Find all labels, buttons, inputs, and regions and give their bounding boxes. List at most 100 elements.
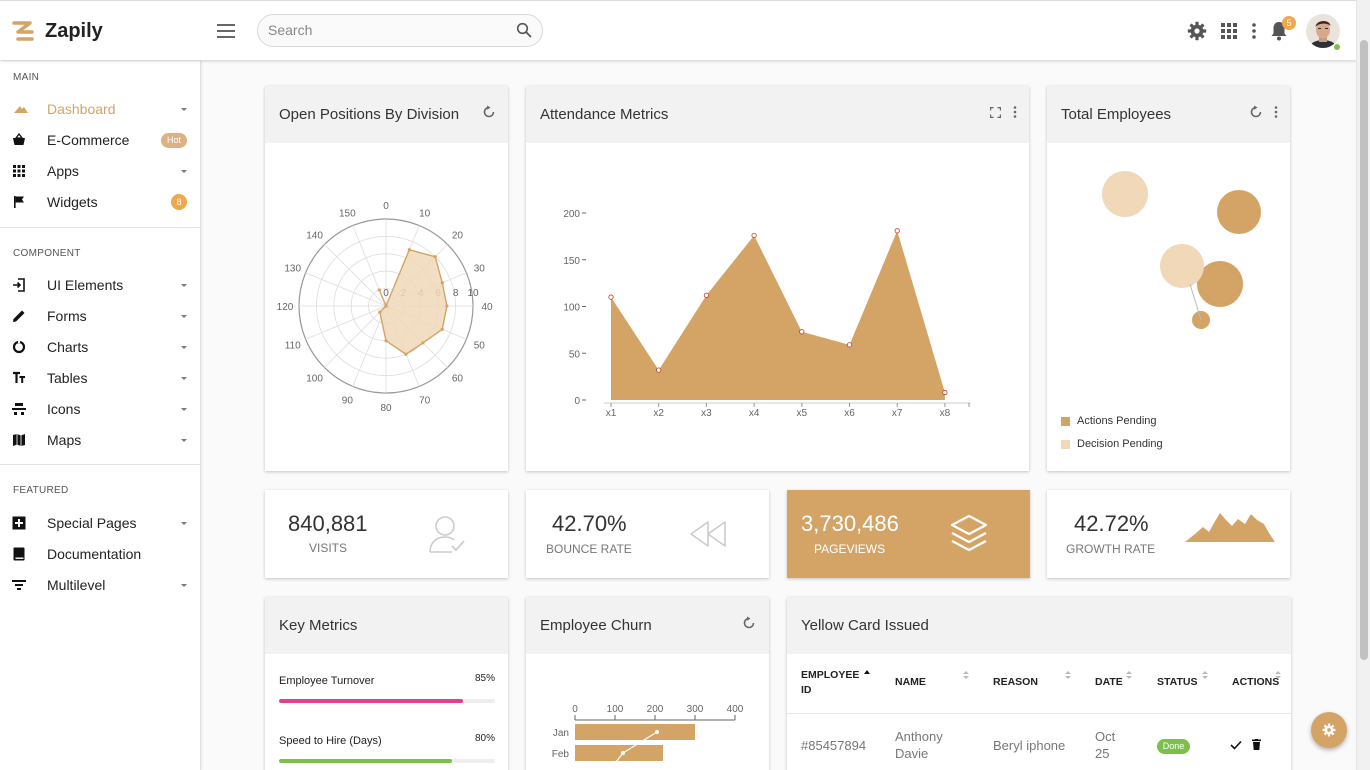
sort-icon[interactable]: [1126, 670, 1132, 680]
sidebar-item-label: Special Pages: [47, 515, 137, 531]
sidebar-item-multilevel[interactable]: Multilevel: [0, 570, 200, 600]
column-header-employee-id[interactable]: EMPLOYEE ID: [801, 669, 860, 696]
card-header: Key Metrics: [265, 597, 508, 654]
menu-toggle-icon[interactable]: [217, 24, 235, 38]
sidebar-item-label: Documentation: [47, 546, 142, 562]
donut-icon: [12, 340, 26, 354]
search-input[interactable]: [268, 22, 508, 38]
sidebar-item-tables[interactable]: Tables: [0, 363, 200, 393]
sort-icon[interactable]: [1275, 670, 1281, 680]
x-tick-label: x3: [701, 408, 712, 419]
stat-caption: GROWTH RATE: [1066, 542, 1156, 556]
radar-point: [445, 304, 449, 308]
scrollbar-thumb[interactable]: [1360, 40, 1368, 660]
sidebar-item-label: Apps: [47, 163, 79, 179]
stat-caption: VISITS: [309, 541, 348, 555]
progress-fill: [279, 759, 452, 763]
apps-grid-icon[interactable]: [1221, 23, 1237, 39]
stat-caption: BOUNCE RATE: [546, 542, 632, 556]
pencil-icon: [13, 310, 25, 322]
column-header-name[interactable]: NAME: [895, 676, 926, 688]
status-badge: Done: [1157, 739, 1190, 754]
sidebar-item-special-pages[interactable]: Special Pages: [0, 508, 200, 538]
progress-track: [279, 759, 495, 763]
page-scrollbar[interactable]: [1356, 0, 1370, 770]
sort-icon[interactable]: [963, 670, 969, 680]
refresh-icon[interactable]: [482, 105, 496, 119]
more-vertical-icon[interactable]: [1250, 23, 1258, 39]
fullscreen-icon[interactable]: [990, 107, 1001, 118]
sidebar-item-ui-elements[interactable]: UI Elements: [0, 270, 200, 300]
overlay-point: [621, 751, 625, 755]
refresh-icon[interactable]: [1249, 105, 1263, 119]
column-header-status[interactable]: STATUS: [1157, 676, 1198, 688]
sidebar-item-apps[interactable]: Apps: [0, 156, 200, 186]
theme-settings-button[interactable]: [1311, 712, 1347, 748]
triangle-icon: [14, 106, 28, 113]
attendance-metrics-card: Attendance Metrics 0 50 100 150 200 x1 x2 x3 x4 x…: [526, 86, 1029, 471]
sidebar-item-maps[interactable]: Maps: [0, 425, 200, 455]
rewind-icon: [690, 521, 726, 547]
card-title: Attendance Metrics: [540, 106, 669, 123]
sidebar-item-label: Forms: [47, 308, 87, 324]
sidebar-item-charts[interactable]: Charts: [0, 332, 200, 362]
column-header-reason[interactable]: REASON: [993, 676, 1038, 688]
card-header: Employee Churn: [526, 597, 769, 654]
bubble-chart: [1102, 171, 1261, 329]
y-tick-label: 150: [563, 256, 580, 267]
trash-icon[interactable]: [1252, 739, 1261, 750]
search-icon[interactable]: [516, 22, 532, 38]
data-point: [608, 294, 614, 300]
book-icon: [13, 547, 25, 561]
radar-spoke: [305, 305, 387, 340]
sort-icon[interactable]: [1202, 670, 1208, 680]
angular-tick-label: 20: [452, 231, 464, 242]
angular-tick-label: 60: [452, 373, 464, 384]
bubble-actions-pending: [1217, 190, 1261, 234]
growth-rate-stat-card: 42.72% GROWTH RATE: [1047, 490, 1290, 578]
sidebar-item-forms[interactable]: Forms: [0, 301, 200, 331]
sort-asc-icon[interactable]: [864, 669, 870, 679]
yellow-card-issued-card: Yellow Card Issued: [787, 597, 1291, 770]
grid-icon: [13, 165, 25, 177]
sidebar-item-documentation[interactable]: Documentation: [0, 539, 200, 569]
top-bar: Zapily: [0, 0, 1370, 60]
sidebar-divider: [0, 464, 200, 465]
app-logo[interactable]: Zapily: [12, 19, 103, 43]
refresh-icon[interactable]: [742, 616, 756, 630]
radar-spoke: [305, 272, 387, 307]
layers-icon: [950, 514, 988, 552]
settings-gear-icon[interactable]: [1187, 21, 1207, 41]
sidebar-section-featured: FEATURED: [13, 485, 69, 496]
overlay-point: [655, 730, 659, 734]
y-tick-label: 50: [569, 349, 581, 360]
more-vertical-icon[interactable]: [1274, 106, 1278, 118]
angular-tick-label: 100: [306, 373, 323, 384]
user-avatar[interactable]: [1306, 14, 1340, 48]
sidebar-item-label: UI Elements: [47, 277, 124, 293]
check-icon[interactable]: [1230, 740, 1242, 750]
online-status-dot: [1333, 43, 1341, 51]
sidebar-item-widgets[interactable]: Widgets 8: [0, 187, 200, 217]
sidebar-item-label: E-Commerce: [47, 132, 130, 148]
filter-list-icon: [12, 580, 26, 590]
y-tick-label: 100: [563, 303, 580, 314]
progress-fill: [279, 699, 463, 703]
text-format-icon: [13, 371, 25, 383]
table-header-divider: [787, 713, 1291, 714]
chevron-down-icon: [181, 107, 187, 111]
bar-feb: [575, 745, 663, 761]
radar-chart: 0102030405060708090100110120130140150024…: [277, 201, 493, 414]
angular-tick-label: 80: [380, 403, 392, 414]
column-header-date[interactable]: DATE: [1095, 676, 1123, 688]
search-box: [257, 14, 543, 47]
x-tick-label: x8: [940, 408, 951, 419]
x-tick-label: x4: [749, 408, 760, 419]
sidebar-item-dashboard[interactable]: Dashboard: [0, 94, 200, 124]
sidebar-item-ecommerce[interactable]: E-Commerce Hot: [0, 125, 200, 155]
emoji-icon: [12, 403, 26, 415]
sort-icon[interactable]: [1065, 670, 1071, 680]
more-vertical-icon[interactable]: [1013, 106, 1017, 118]
sidebar-item-icons[interactable]: Icons: [0, 394, 200, 424]
angular-tick-label: 140: [306, 231, 323, 242]
